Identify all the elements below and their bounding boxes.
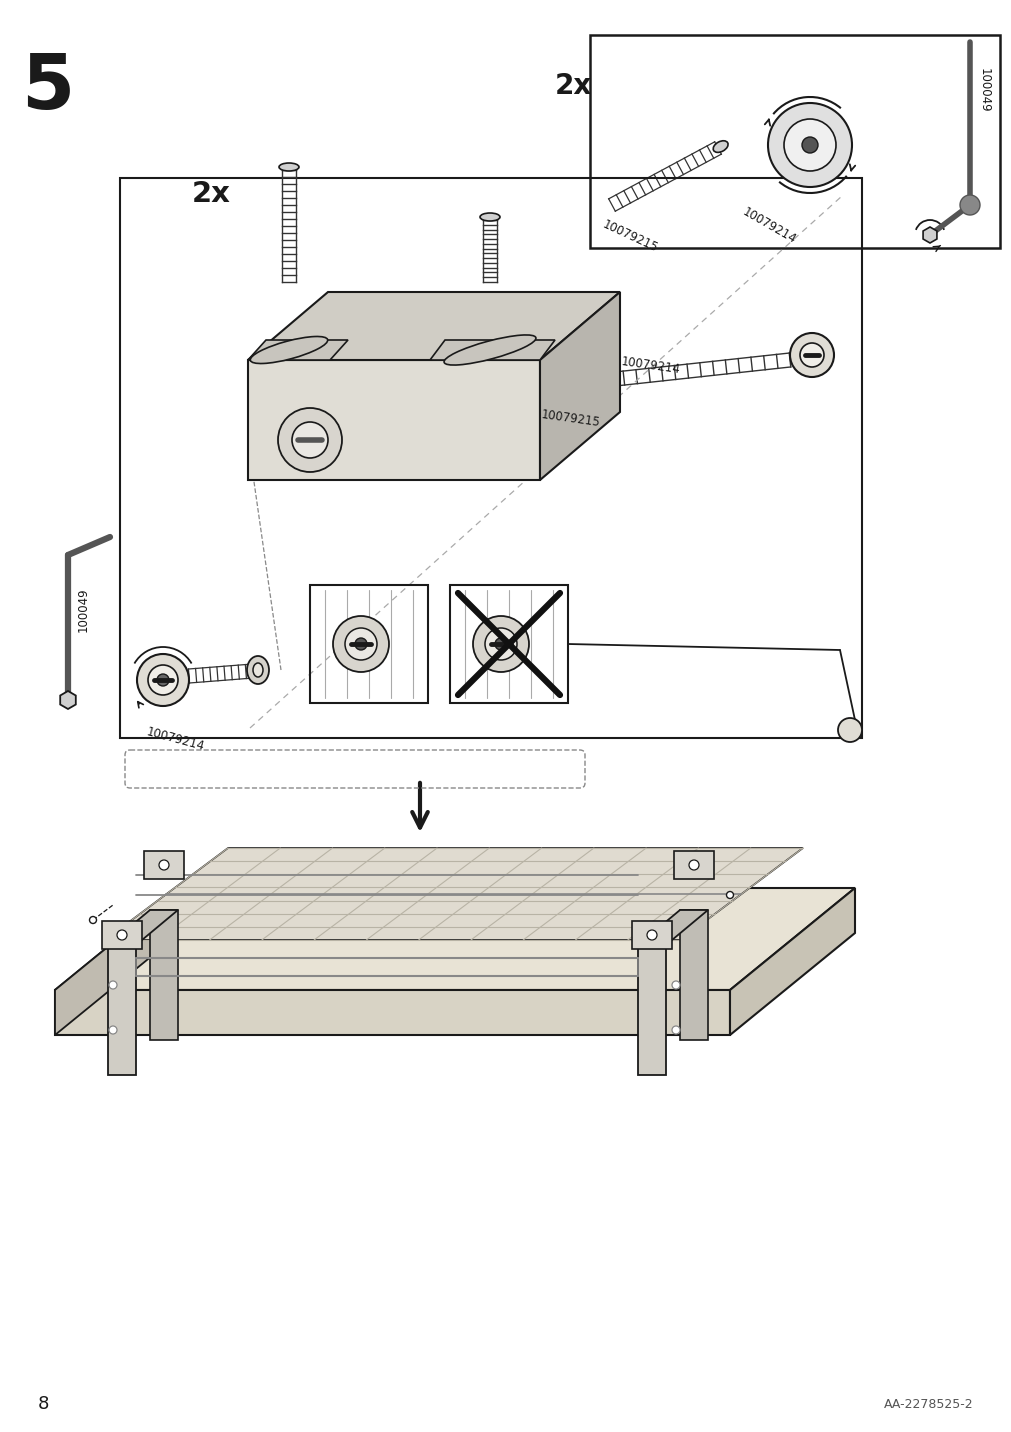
Circle shape — [790, 334, 833, 377]
Circle shape — [109, 1025, 117, 1034]
Circle shape — [89, 916, 96, 924]
Text: 100049: 100049 — [977, 67, 990, 112]
Circle shape — [688, 861, 699, 871]
Circle shape — [784, 119, 835, 170]
Polygon shape — [679, 909, 708, 1040]
Polygon shape — [55, 888, 854, 990]
Polygon shape — [922, 228, 936, 243]
Polygon shape — [150, 909, 178, 1040]
Circle shape — [767, 103, 851, 188]
Circle shape — [148, 664, 178, 695]
Circle shape — [472, 616, 529, 672]
Ellipse shape — [247, 656, 269, 684]
Polygon shape — [60, 692, 76, 709]
Circle shape — [646, 929, 656, 939]
Ellipse shape — [713, 140, 727, 152]
Circle shape — [726, 892, 733, 898]
Text: 2x: 2x — [554, 72, 591, 100]
Ellipse shape — [959, 195, 979, 215]
Circle shape — [355, 639, 367, 650]
Bar — [102, 921, 142, 949]
Text: 10079215: 10079215 — [540, 408, 601, 430]
Polygon shape — [729, 888, 854, 1035]
Circle shape — [800, 344, 823, 367]
Bar — [450, 586, 567, 703]
Text: 100049: 100049 — [77, 587, 90, 633]
Polygon shape — [540, 292, 620, 480]
Ellipse shape — [253, 663, 263, 677]
Circle shape — [109, 981, 117, 990]
Circle shape — [345, 629, 377, 660]
Circle shape — [278, 408, 342, 473]
Text: 10079215: 10079215 — [600, 218, 659, 255]
Ellipse shape — [444, 335, 536, 365]
Ellipse shape — [479, 213, 499, 221]
Text: 10079214: 10079214 — [145, 725, 206, 753]
Bar — [144, 851, 184, 879]
Circle shape — [494, 639, 507, 650]
Polygon shape — [108, 945, 135, 1075]
Circle shape — [292, 422, 328, 458]
Circle shape — [117, 929, 126, 939]
Polygon shape — [55, 990, 729, 1035]
Bar — [632, 921, 671, 949]
Polygon shape — [55, 888, 180, 1035]
Text: AA-2278525-2: AA-2278525-2 — [884, 1398, 973, 1411]
Bar — [673, 851, 714, 879]
Circle shape — [837, 717, 861, 742]
Polygon shape — [430, 339, 554, 359]
Polygon shape — [248, 292, 620, 359]
Polygon shape — [108, 909, 178, 945]
Circle shape — [484, 629, 517, 660]
Ellipse shape — [250, 337, 328, 364]
Circle shape — [671, 981, 679, 990]
Text: 5: 5 — [21, 52, 75, 125]
Text: 10079214: 10079214 — [620, 355, 680, 377]
Polygon shape — [248, 359, 540, 480]
Polygon shape — [637, 909, 708, 945]
Bar — [309, 586, 428, 703]
Circle shape — [159, 861, 169, 871]
Circle shape — [671, 1025, 679, 1034]
Text: 10079214: 10079214 — [739, 205, 798, 246]
Circle shape — [333, 616, 388, 672]
Text: 8: 8 — [38, 1395, 50, 1413]
Text: 2x: 2x — [192, 180, 231, 208]
Circle shape — [801, 137, 817, 153]
Bar — [589, 34, 999, 248]
Polygon shape — [637, 945, 665, 1075]
Bar — [120, 178, 861, 737]
Circle shape — [157, 674, 169, 686]
Circle shape — [136, 654, 189, 706]
Polygon shape — [248, 339, 348, 359]
Polygon shape — [105, 848, 802, 939]
Ellipse shape — [279, 163, 298, 170]
